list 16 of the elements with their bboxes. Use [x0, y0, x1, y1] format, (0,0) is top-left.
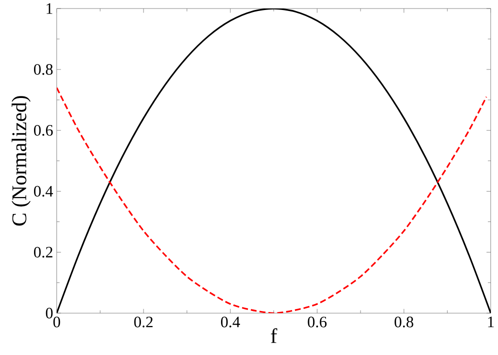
- y-tick-label: 0.8: [34, 64, 53, 75]
- x-axis-title: f: [270, 328, 278, 343]
- y-tick-label: 0.2: [34, 246, 52, 258]
- x-tick-label: 0: [53, 316, 60, 328]
- x-tick-label: 0.4: [221, 316, 240, 328]
- x-tick-label: 0.8: [394, 316, 414, 328]
- line-series: [56, 86, 488, 314]
- y-tick-label: 0.4: [34, 186, 53, 197]
- y-axis-title: C (Normalized): [12, 96, 31, 226]
- x-tick-label: 0.6: [308, 316, 327, 328]
- y-tick-label: 0.6: [34, 125, 53, 136]
- x-tick-label: 0.2: [134, 316, 153, 328]
- y-tick-label: 1: [46, 3, 52, 14]
- x-tick-label: 1: [488, 316, 494, 328]
- line-series: [56, 8, 491, 314]
- y-tick-label: 0: [46, 308, 53, 319]
